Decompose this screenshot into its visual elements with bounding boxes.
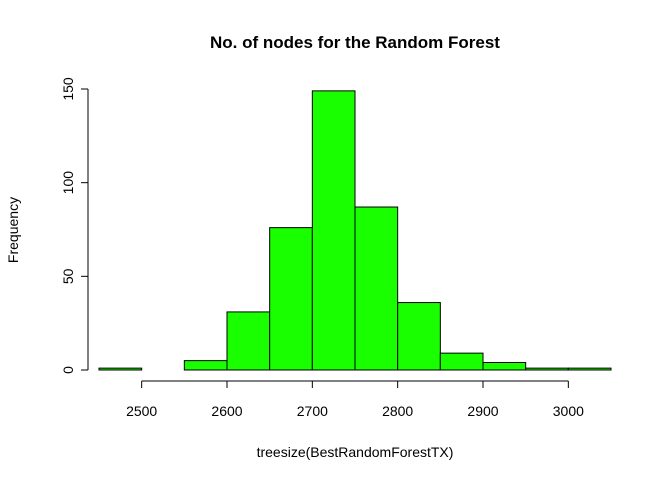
y-axis: 0 50 100 150 [60, 77, 89, 374]
x-tick-label: 2900 [467, 403, 498, 419]
y-tick-label: 100 [60, 171, 76, 195]
y-tick-label: 0 [60, 366, 76, 374]
histogram-bar [311, 90, 356, 371]
histogram-bar [269, 227, 313, 371]
x-tick-label: 2500 [126, 403, 157, 419]
x-tick-label: 2600 [211, 403, 242, 419]
histogram-bar [525, 367, 569, 371]
bars-group [98, 90, 612, 371]
histogram-bar [567, 367, 612, 371]
histogram-bar [397, 302, 441, 371]
x-tick-label: 2700 [297, 403, 328, 419]
histogram-bar [98, 367, 143, 371]
x-axis-label: treesize(BestRandomForestTX) [257, 444, 454, 460]
x-tick-label: 3000 [553, 403, 584, 419]
y-tick-label: 50 [60, 268, 76, 284]
y-tick-label: 150 [60, 77, 76, 101]
x-tick-label: 2800 [382, 403, 413, 419]
histogram-bar [482, 362, 527, 371]
histogram-bar [183, 360, 228, 371]
x-axis: 2500 2600 2700 2800 2900 3000 [126, 380, 584, 419]
y-axis-label: Frequency [5, 197, 21, 263]
histogram-bar [354, 206, 399, 371]
chart-title: No. of nodes for the Random Forest [210, 33, 500, 52]
histogram-bar [226, 311, 271, 371]
histogram-bar [439, 352, 484, 371]
